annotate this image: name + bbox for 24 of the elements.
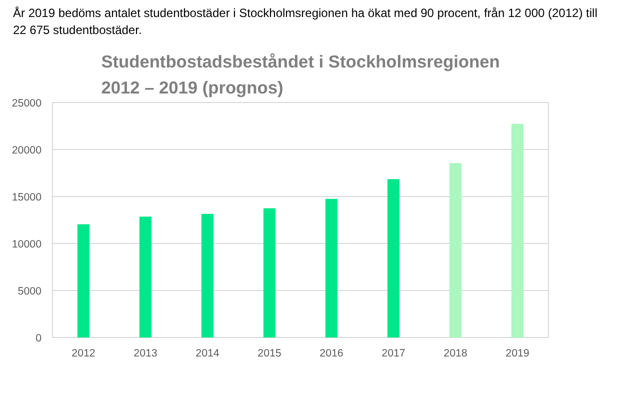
x-tick-label: 2012 (72, 348, 96, 360)
x-tick-label: 2013 (134, 348, 158, 360)
x-tick-label: 2015 (258, 348, 282, 360)
y-tick-label: 10000 (12, 238, 42, 251)
bar (77, 224, 90, 338)
x-tick-label: 2014 (196, 348, 220, 360)
text: År 2019 bedöms antalet studentbostäder i Stockholmsregionen ha ökat med 90 procent, från 12 000 (2012) till 22 675 studentbostäder. (13, 5, 598, 40)
bar (511, 124, 524, 338)
chart-title: Studentbostadsbeståndet i Stockholmsregionen 2012 – 2019 (prognos) (101, 52, 500, 98)
x-tick-label: 2018 (444, 348, 468, 360)
y-tick-label: 5000 (18, 286, 42, 298)
bar (325, 199, 338, 338)
bar (387, 179, 400, 338)
bar (263, 208, 276, 338)
y-tick-label: 0 (36, 332, 42, 345)
bar (449, 163, 462, 338)
y-tick-label: 25000 (12, 98, 42, 110)
y-tick-label: 15000 (12, 192, 42, 204)
bar (201, 214, 214, 338)
x-tick-label: 2016 (320, 348, 344, 360)
y-tick-label: 20000 (12, 144, 42, 157)
x-tick-label: 2019 (506, 348, 530, 360)
x-tick-label: 2017 (382, 348, 406, 360)
bar (139, 216, 152, 338)
